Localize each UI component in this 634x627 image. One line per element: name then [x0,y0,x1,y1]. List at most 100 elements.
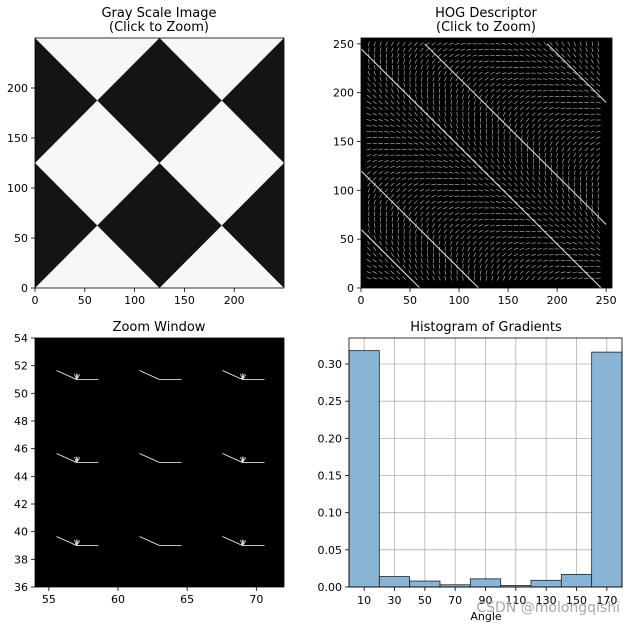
hog-glyph [473,246,477,251]
hog-glyph [520,270,524,275]
hog-glyph [549,218,554,222]
hog-glyph [590,265,595,268]
zoom-y-tick-label: 54 [14,332,28,345]
hog-glyph [448,195,454,197]
hog-glyph [402,53,406,58]
zoom-panel[interactable]: Zoom Window 55 60 65 70 36 38 40 42 44 46 48 50 52 5… [14,320,285,606]
hog-glyph [373,229,376,234]
hog-glyph [408,194,412,198]
hog-glyph [368,41,370,47]
hog-glyph [543,206,548,210]
grayscale-image[interactable] [35,38,284,288]
hog-glyph [532,129,535,134]
hog-glyph [449,235,453,240]
hog-glyph [467,94,471,99]
hog-glyph [450,270,452,275]
zoom-glyph [76,374,81,380]
hog-glyph [472,207,478,209]
hog-glyph [467,252,471,258]
grayscale-panel[interactable]: Gray Scale Image (Click to Zoom) 0 50 100 1… [7,6,285,307]
hog-glyph [466,71,471,75]
hog-glyph [414,106,418,111]
zoom-x-tick-label: 65 [180,593,194,606]
hog-glyph [379,205,382,211]
hog-glyph [455,223,460,228]
hog-glyph [421,252,423,258]
hog-glyph [531,265,536,269]
grayscale-x-tick-label: 50 [78,294,92,307]
hog-glyph [420,276,424,281]
hog-panel[interactable]: HOG Descriptor (Click to Zoom) 0 50 100 150… [333,6,617,307]
hog-glyph [414,270,418,275]
hog-glyph [379,82,382,88]
hog-image[interactable] [361,41,607,288]
hog-edge-streak [361,48,602,288]
hog-glyph [519,95,524,98]
hog-glyph [421,234,423,240]
grayscale-y-tick-label: 100 [7,182,28,195]
hog-glyph [543,236,548,238]
hog-glyph [538,182,541,187]
hog-glyph [449,240,453,246]
dark-triangle [97,163,160,226]
hog-glyph [366,142,372,145]
hog-glyph [508,100,512,105]
hog-glyph [372,271,377,274]
hog-glyph [543,276,548,280]
hog-glyph [519,194,524,198]
hog-glyph [567,147,571,152]
zoom-image[interactable] [56,370,265,546]
hog-glyph [573,193,576,199]
hog-glyph [397,211,400,217]
hog-glyph [597,53,600,58]
hog-glyph [543,66,548,69]
hog-glyph [543,107,548,110]
hog-glyph [472,177,477,180]
hog-glyph [556,176,558,181]
hog-glyph [526,182,530,187]
hog-glyph [408,106,412,111]
hog-glyph [578,223,583,228]
hog-glyph [407,142,413,145]
hog-glyph [579,170,582,176]
hog-glyph [443,135,448,140]
hog-glyph [549,59,554,63]
hog-glyph [367,223,370,228]
hog-glyph [390,118,395,122]
hog-glyph [519,60,525,63]
grayscale-title-line2: (Click to Zoom) [109,20,209,35]
histogram-bar [409,580,441,588]
hog-glyph [420,53,424,58]
hog-glyph [525,106,530,110]
hog-glyph [373,76,376,82]
hog-glyph [372,252,377,257]
hog-glyph [496,176,501,181]
hog-glyph [419,206,424,210]
hog-glyph [373,88,377,93]
hog-glyph [490,247,495,251]
hog-glyph [378,112,383,116]
hog-glyph [396,270,401,275]
zoom-x-tick-label: 60 [111,593,125,606]
hog-glyph [431,200,436,204]
hog-glyph [566,59,571,64]
hog-glyph [397,217,400,222]
hog-glyph [590,253,595,256]
hog-glyph [467,235,471,240]
hog-glyph [548,78,554,80]
hog-glyph [584,147,589,152]
hog-glyph [396,188,401,193]
hog-glyph [513,54,519,57]
hog-glyph [407,136,413,139]
hog-glyph [544,182,547,187]
hog-glyph [454,195,460,197]
hog-glyph [554,112,560,116]
hog-glyph [473,88,477,93]
hog-glyph [491,152,494,158]
hog-glyph [597,47,600,53]
hog-glyph [591,217,594,222]
hog-glyph [485,153,488,158]
hog-glyph [532,141,535,146]
hog-glyph [467,141,471,146]
hog-glyph [508,276,512,281]
